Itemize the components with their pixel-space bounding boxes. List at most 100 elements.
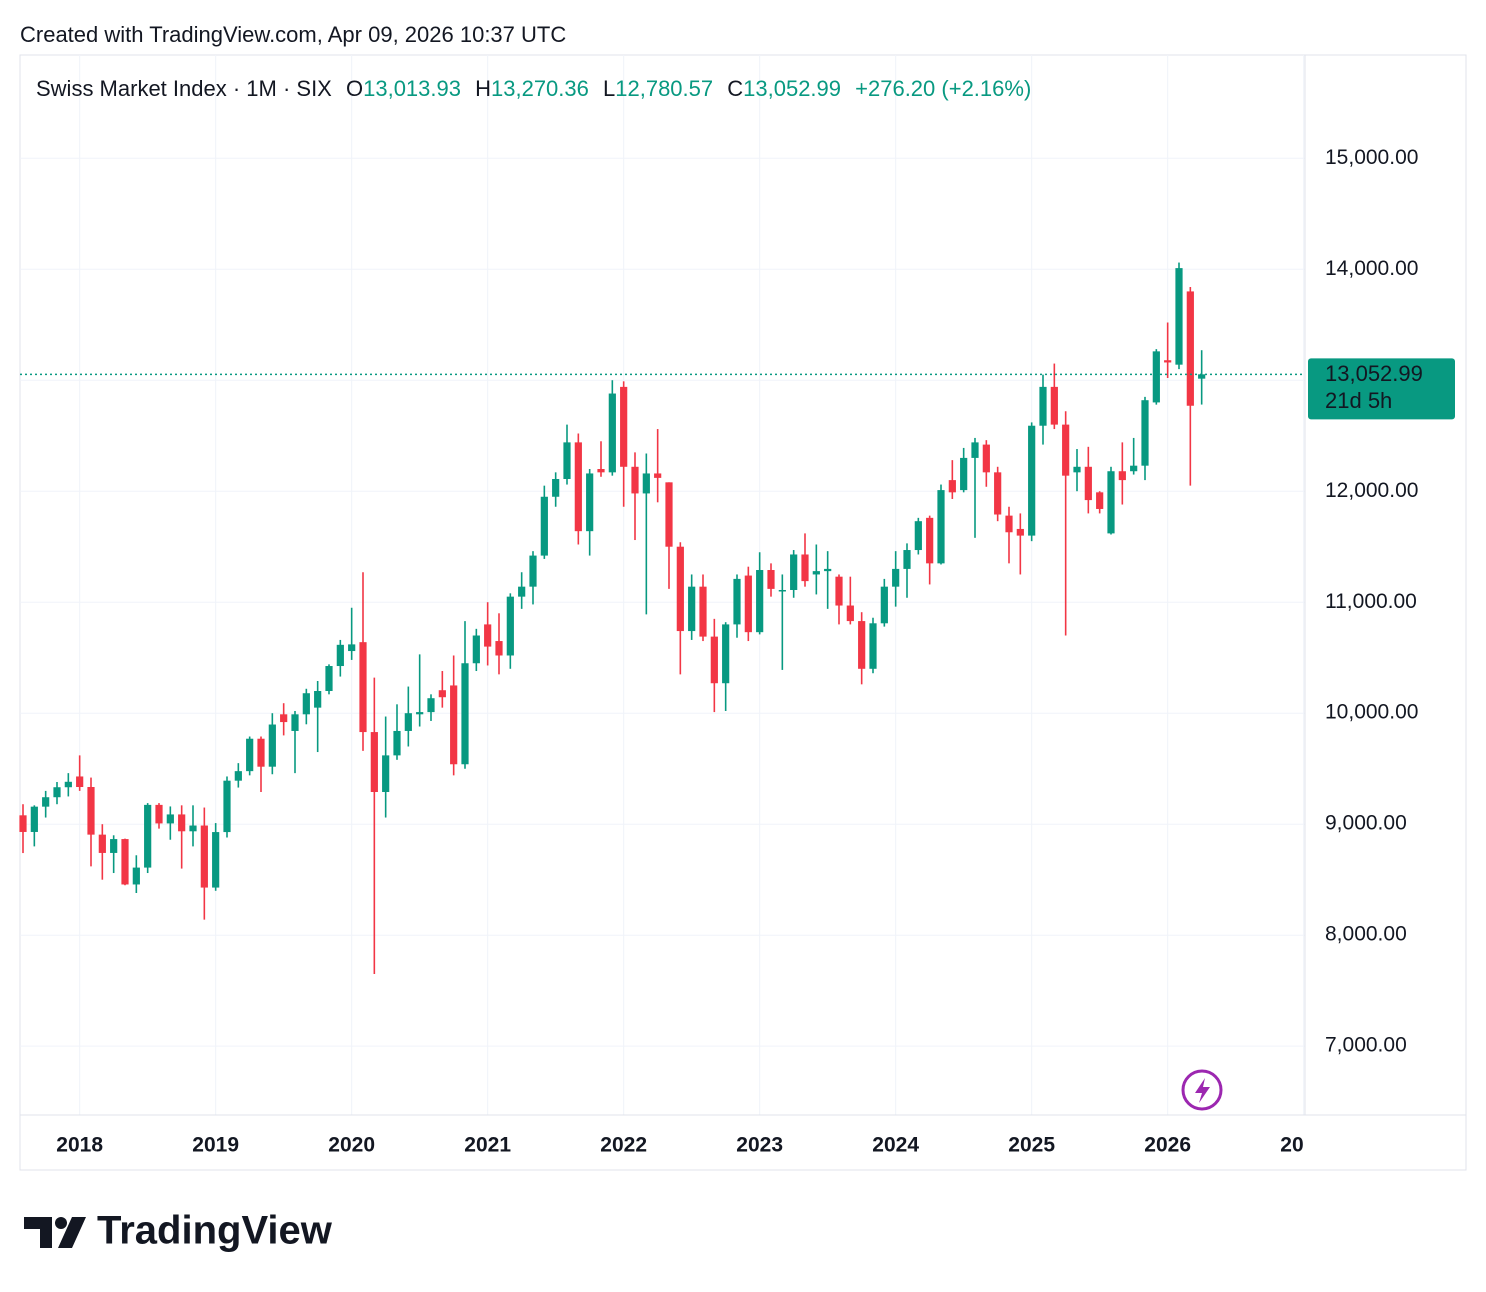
candle-body <box>98 834 106 853</box>
candle-body <box>642 473 650 494</box>
candle <box>778 574 786 670</box>
candle <box>642 453 650 615</box>
candle <box>1130 437 1138 475</box>
candle-body <box>348 644 356 652</box>
candle-body <box>416 712 424 715</box>
candle <box>1084 446 1092 514</box>
legend-low: 12,780.57 <box>615 76 713 101</box>
candle-body <box>971 442 979 458</box>
candle <box>756 552 764 635</box>
candle-body <box>994 472 1002 515</box>
logo-dot <box>55 1217 67 1229</box>
candle <box>688 574 696 640</box>
candle-body <box>903 550 911 569</box>
candle <box>563 424 571 485</box>
candle <box>336 639 344 677</box>
candle-body <box>110 839 118 853</box>
logo-t <box>24 1217 52 1248</box>
candle-body <box>892 568 900 587</box>
candle-body <box>1062 424 1070 476</box>
candle <box>1175 262 1183 370</box>
candle <box>1096 491 1104 514</box>
candle-body <box>960 457 968 491</box>
candle-body <box>812 571 820 575</box>
candle <box>960 447 968 493</box>
candle-body <box>370 732 378 793</box>
candle-body <box>359 642 367 733</box>
candle-body <box>540 496 548 556</box>
candle <box>812 544 820 595</box>
alert-circle[interactable] <box>1181 1069 1223 1111</box>
candle <box>506 593 514 669</box>
candle <box>1016 513 1024 575</box>
candle-body <box>767 570 775 589</box>
candle <box>144 803 152 874</box>
candle <box>178 805 186 869</box>
candle <box>223 776 231 838</box>
candle-body <box>858 621 866 669</box>
candle-body <box>484 624 492 647</box>
candle-body <box>246 738 254 772</box>
candle-body <box>801 554 809 582</box>
candle <box>1073 449 1081 492</box>
candle <box>450 655 458 776</box>
candle-body <box>926 517 934 564</box>
candle <box>1107 466 1115 535</box>
candle-body <box>189 825 197 832</box>
candle-body <box>450 685 458 765</box>
candle-body <box>280 714 288 723</box>
candle <box>835 574 843 625</box>
candle <box>393 704 401 760</box>
candle-body <box>166 814 174 824</box>
legend-h-label: H <box>475 76 491 101</box>
candle <box>767 563 775 597</box>
candle <box>1198 350 1206 405</box>
y-tick-label: 10,000.00 <box>1325 701 1418 724</box>
candle <box>744 566 752 642</box>
candle-body <box>336 644 344 667</box>
candle-body <box>586 473 594 532</box>
x-tick-label: 2023 <box>736 1134 783 1157</box>
candle <box>110 835 118 874</box>
candle-body <box>574 442 582 532</box>
candle-body <box>744 575 752 633</box>
candle-body <box>1016 528 1024 536</box>
candle <box>994 466 1002 522</box>
candle <box>87 777 95 867</box>
candle-body <box>1107 471 1115 534</box>
candle <box>586 469 594 556</box>
alert-bolt[interactable] <box>1195 1078 1210 1103</box>
candle-body <box>914 521 922 551</box>
candle <box>42 790 50 818</box>
legend-title: Swiss Market Index · 1M · SIX <box>36 76 332 101</box>
candle <box>495 613 503 675</box>
candle-body <box>155 804 163 824</box>
candle-body <box>563 442 571 479</box>
candle-body <box>506 596 514 656</box>
x-tick-label: 2025 <box>1008 1134 1055 1157</box>
candle <box>903 543 911 598</box>
candle-body <box>1164 360 1172 363</box>
legend: Swiss Market Index · 1M · SIX O13,013.93… <box>36 76 1031 101</box>
y-tick-label: 7,000.00 <box>1325 1034 1407 1057</box>
candle <box>948 460 956 499</box>
candle-body <box>597 469 605 473</box>
candle-body <box>1198 374 1206 379</box>
alert-icon[interactable] <box>1181 1069 1223 1111</box>
candle <box>790 550 798 598</box>
candle-body <box>733 578 741 625</box>
candle-body <box>518 586 526 597</box>
candle-body <box>722 624 730 684</box>
y-tick-label: 8,000.00 <box>1325 923 1407 946</box>
candle <box>53 782 61 805</box>
candle <box>699 574 707 642</box>
candle-body <box>257 738 265 767</box>
candle-body <box>268 724 276 767</box>
candle <box>200 807 208 920</box>
candle <box>801 533 809 587</box>
candle-body <box>200 825 208 888</box>
chart-frame <box>19 54 1467 1171</box>
candle <box>121 838 129 886</box>
candle <box>1186 286 1194 486</box>
